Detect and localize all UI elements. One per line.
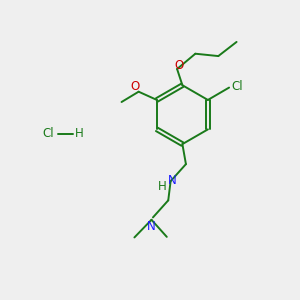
Text: Cl: Cl (43, 127, 54, 140)
Text: Cl: Cl (231, 80, 243, 93)
Text: N: N (147, 220, 156, 233)
Text: N: N (168, 174, 176, 187)
Text: O: O (174, 59, 183, 72)
Text: H: H (158, 180, 167, 193)
Text: O: O (130, 80, 139, 93)
Text: H: H (75, 127, 84, 140)
